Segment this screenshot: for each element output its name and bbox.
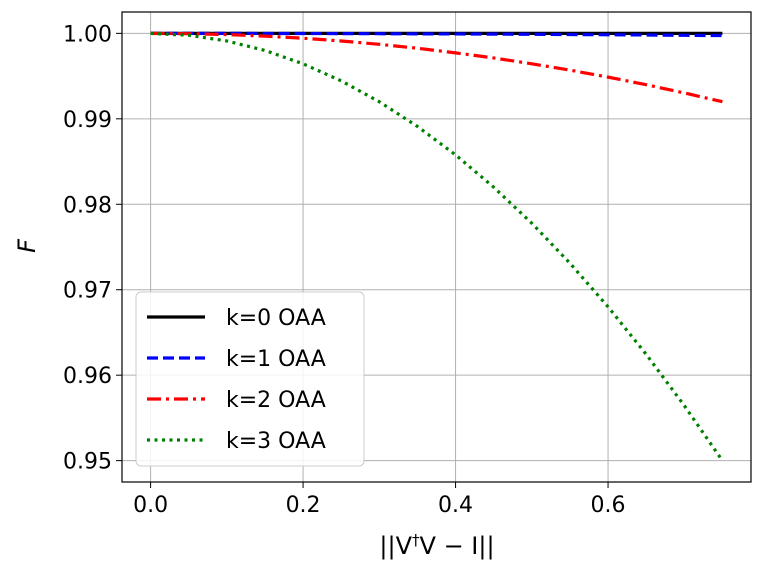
x-tick-label: 0.0 [133, 493, 168, 518]
x-tick-label: 0.6 [591, 493, 626, 518]
legend-frame [135, 291, 365, 467]
x-tick-label: 0.2 [286, 493, 321, 518]
y-tick-label: 0.95 [63, 450, 112, 475]
legend-label-k1: k=1 OAA [226, 347, 326, 372]
y-tick-label: 0.97 [63, 279, 112, 304]
x-tick-label: 0.4 [438, 493, 473, 518]
series-line-k2 [150, 31, 723, 104]
plot-frame [121, 11, 752, 483]
y-tick-label: 0.96 [63, 364, 112, 389]
legend-label-k3: k=3 OAA [226, 429, 326, 454]
axis-ticks: 0.0 0.2 0.4 0.6 0.95 0.96 0.97 0.98 0.99 1.00 [63, 22, 626, 518]
y-tick-label: 1.00 [63, 22, 112, 47]
x-axis-label: ||V†V − I|| [379, 531, 494, 560]
series-lines [150, 31, 724, 462]
legend: k=0 OAA k=1 OAA k=2 OAA k=3 OAA [135, 291, 365, 467]
y-tick-label: 0.98 [63, 193, 112, 218]
y-tick-label: 0.99 [63, 108, 112, 133]
y-axis-label: F [13, 238, 41, 253]
legend-label-k0: k=0 OAA [226, 306, 326, 331]
legend-label-k2: k=2 OAA [226, 388, 326, 413]
